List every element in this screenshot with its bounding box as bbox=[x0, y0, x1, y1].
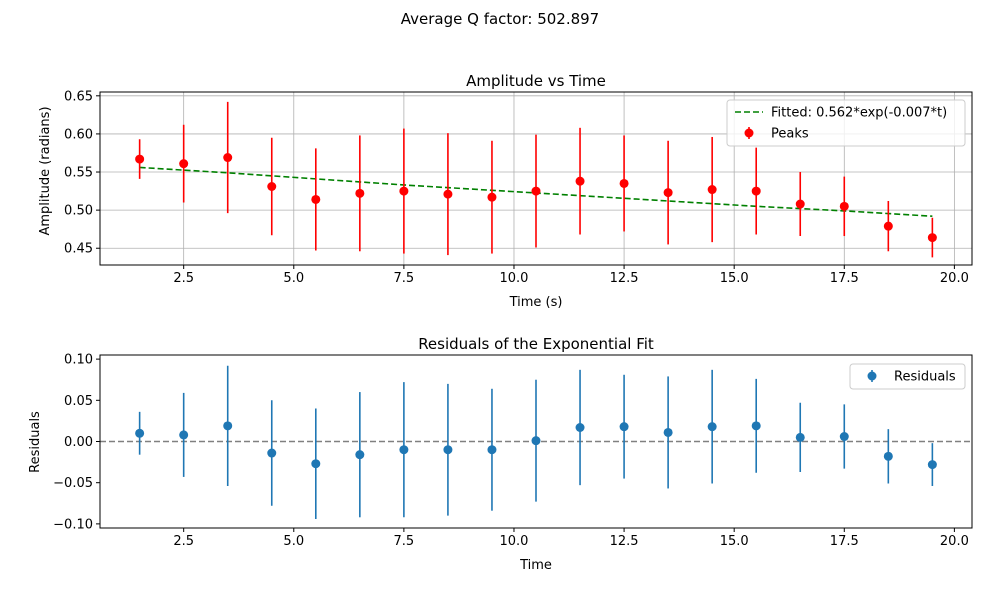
residuals-data-point bbox=[399, 445, 409, 455]
amplitude-y-axis-label: Amplitude (radians) bbox=[38, 106, 53, 235]
amplitude-data-point bbox=[355, 188, 365, 198]
residuals-y-tick-label: 0.00 bbox=[64, 435, 93, 450]
residuals-data-point bbox=[179, 430, 189, 440]
amplitude-data-point bbox=[267, 182, 277, 192]
residuals-x-tick-label: 2.5 bbox=[173, 534, 194, 549]
residuals-x-axis-label: Time bbox=[519, 558, 552, 573]
residuals-data-point bbox=[355, 450, 365, 460]
residuals-data-point bbox=[663, 427, 673, 437]
amplitude-x-tick-label: 12.5 bbox=[610, 271, 639, 286]
amplitude-x-tick-label: 15.0 bbox=[720, 271, 749, 286]
amplitude-data-point bbox=[443, 189, 453, 199]
amplitude-data-point bbox=[487, 192, 497, 202]
residuals-data-point bbox=[267, 448, 277, 458]
residuals-panel: Residuals of the Exponential Fit Time Re… bbox=[28, 335, 973, 573]
residuals-data-point bbox=[443, 445, 453, 455]
amplitude-y-tick-label: 0.50 bbox=[64, 204, 93, 219]
amplitude-y-tick-label: 0.65 bbox=[64, 89, 93, 104]
residuals-data-point bbox=[223, 421, 233, 431]
amplitude-x-tick-label: 10.0 bbox=[500, 271, 529, 286]
residuals-legend-box bbox=[849, 363, 966, 390]
amplitude-legend: Fitted: 0.562*exp(-0.007*t) Peaks bbox=[726, 99, 966, 147]
amplitude-axes-frame bbox=[99, 91, 973, 266]
amplitude-data-point bbox=[531, 186, 541, 196]
residuals-x-tick-label: 7.5 bbox=[394, 534, 415, 549]
amplitude-data-point bbox=[707, 185, 717, 195]
amplitude-legend-label: Fitted: 0.562*exp(-0.007*t) bbox=[771, 106, 947, 121]
amplitude-x-tick-label: 2.5 bbox=[173, 271, 194, 286]
residuals-x-tick-label: 15.0 bbox=[720, 534, 749, 549]
residuals-data-point bbox=[531, 436, 541, 446]
residuals-data-point bbox=[619, 422, 629, 432]
amplitude-data-point bbox=[135, 154, 145, 164]
amplitude-x-tick-label: 20.0 bbox=[940, 271, 969, 286]
residuals-y-tick-label: −0.10 bbox=[53, 517, 93, 532]
amplitude-y-tick-label: 0.55 bbox=[64, 166, 93, 181]
amplitude-data-point bbox=[795, 199, 805, 209]
amplitude-data-point bbox=[575, 176, 585, 186]
residuals-x-tick-label: 12.5 bbox=[610, 534, 639, 549]
figure-suptitle: Average Q factor: 502.897 bbox=[401, 10, 599, 28]
amplitude-data-point bbox=[223, 153, 233, 163]
amplitude-data-point bbox=[311, 194, 321, 204]
residuals-data-point bbox=[795, 432, 805, 442]
amplitude-x-tick-label: 17.5 bbox=[830, 271, 859, 286]
amplitude-data-point bbox=[663, 188, 673, 198]
residuals-data-point bbox=[751, 421, 761, 431]
amplitude-data-point bbox=[179, 159, 189, 169]
residuals-legend-label: Residuals bbox=[894, 370, 956, 385]
residuals-data-point bbox=[927, 460, 937, 470]
residuals-legend: Residuals bbox=[849, 363, 966, 390]
residuals-data-point bbox=[575, 422, 585, 432]
amplitude-panel: Amplitude vs Time Time (s) Amplitude (ra… bbox=[38, 72, 973, 310]
residuals-y-tick-label: 0.10 bbox=[64, 353, 93, 368]
residuals-x-tick-label: 17.5 bbox=[830, 534, 859, 549]
amplitude-data-point bbox=[619, 178, 629, 188]
amplitude-data-point bbox=[399, 186, 409, 196]
residuals-chart-title: Residuals of the Exponential Fit bbox=[418, 335, 654, 353]
amplitude-data-point bbox=[839, 201, 849, 211]
amplitude-x-tick-label: 7.5 bbox=[394, 271, 415, 286]
residuals-plot-area: 2.5 5.0 7.5 10.0 12.5 15.0 17.5 20.0 −0.10 −0.05 0… bbox=[53, 353, 973, 549]
residuals-x-tick-label: 20.0 bbox=[940, 534, 969, 549]
amplitude-legend-label: Peaks bbox=[771, 127, 809, 142]
amplitude-chart-title: Amplitude vs Time bbox=[466, 72, 606, 90]
residuals-data-point bbox=[839, 432, 849, 442]
residuals-y-tick-label: −0.05 bbox=[53, 476, 93, 491]
amplitude-y-tick-label: 0.60 bbox=[64, 127, 93, 142]
amplitude-data-point bbox=[883, 221, 893, 231]
amplitude-plot-area: 2.5 5.0 7.5 10.0 12.5 15.0 17.5 20.0 0.45 0.50 0.5… bbox=[64, 89, 973, 286]
residuals-x-tick-label: 5.0 bbox=[283, 534, 304, 549]
amplitude-legend-marker-swatch bbox=[744, 128, 754, 138]
amplitude-legend-box bbox=[726, 99, 966, 147]
residuals-data-point bbox=[883, 451, 893, 461]
residuals-legend-marker-swatch bbox=[867, 371, 877, 381]
amplitude-data-point bbox=[751, 186, 761, 196]
residuals-x-tick-label: 10.0 bbox=[500, 534, 529, 549]
residuals-data-point bbox=[707, 422, 717, 432]
amplitude-y-tick-label: 0.45 bbox=[64, 242, 93, 257]
amplitude-x-axis-label: Time (s) bbox=[509, 295, 563, 310]
residuals-data-point bbox=[487, 445, 497, 455]
amplitude-x-tick-label: 5.0 bbox=[283, 271, 304, 286]
amplitude-data-point bbox=[927, 233, 937, 243]
residuals-y-tick-label: 0.05 bbox=[64, 394, 93, 409]
residuals-data-point bbox=[135, 428, 145, 438]
residuals-y-axis-label: Residuals bbox=[28, 411, 43, 473]
residuals-data-point bbox=[311, 459, 321, 469]
